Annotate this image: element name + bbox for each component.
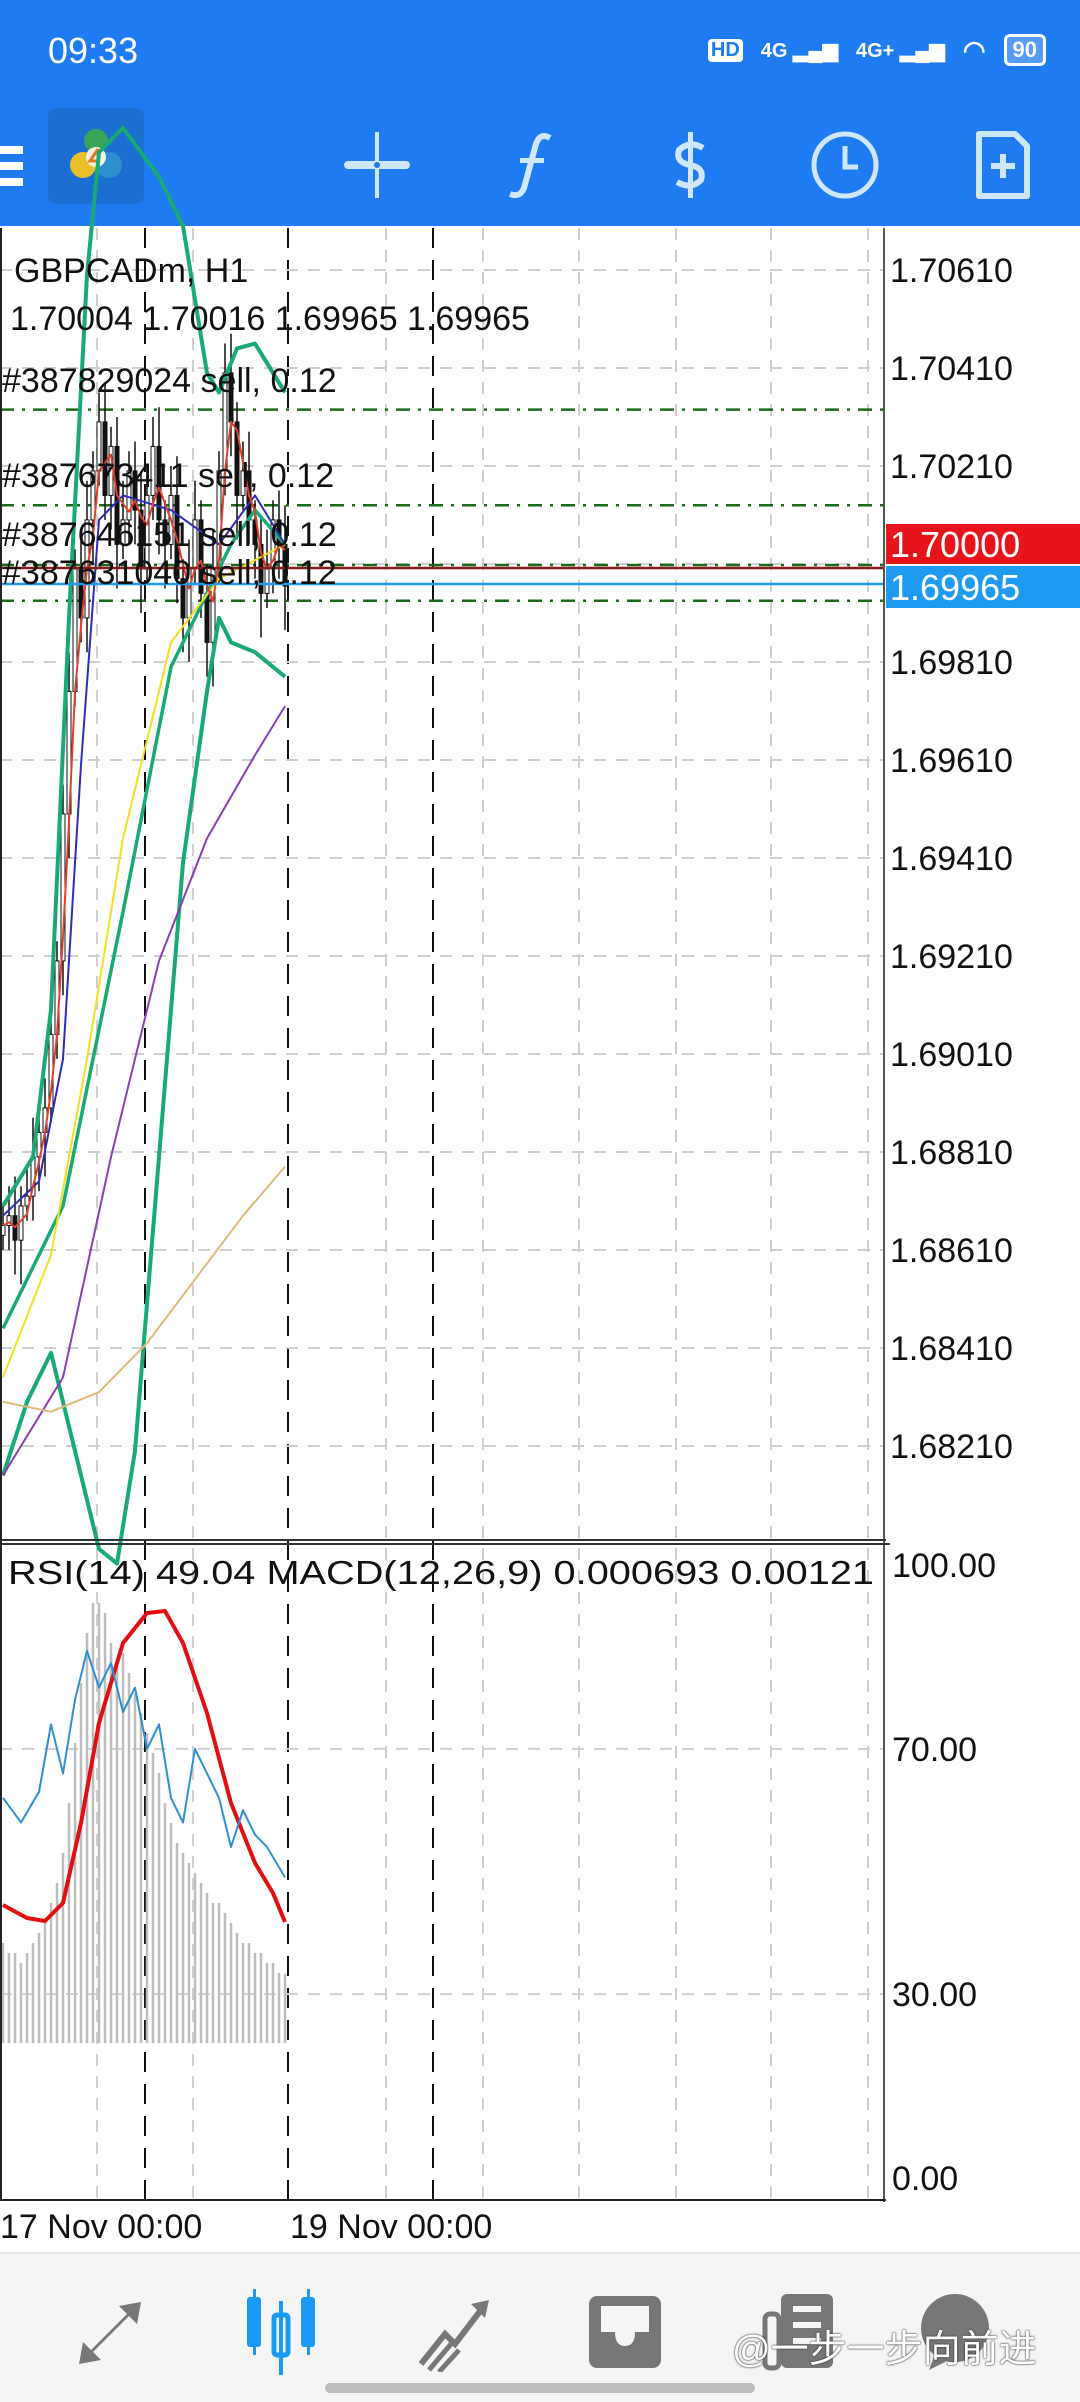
candle-body — [126, 470, 132, 521]
hd-badge: HD — [707, 38, 743, 62]
chart-icon[interactable] — [236, 2289, 326, 2375]
status-time: 09:33 — [48, 30, 139, 71]
indicator-tick-label: 100.00 — [892, 1547, 996, 1585]
price-tick-label: 1.68610 — [890, 1232, 1013, 1270]
menu-icon[interactable] — [0, 130, 30, 200]
indicator-tick-label: 70.00 — [892, 1731, 977, 1769]
timeframe-clock-icon[interactable] — [810, 130, 880, 200]
price-tick-label: 1.68210 — [890, 1428, 1013, 1466]
chart-frame — [0, 228, 890, 2202]
order-label: #387829024 sell, 0.12 — [2, 362, 337, 400]
battery-icon: 90 — [1003, 34, 1046, 66]
bottom-navigation — [0, 2252, 1080, 2402]
wifi-icon: ◠ — [962, 34, 986, 65]
price-tick-label: 1.70210 — [890, 448, 1013, 486]
ma-blue-line — [2, 494, 286, 1217]
candle-body — [132, 470, 138, 511]
news-icon[interactable] — [756, 2292, 846, 2372]
ask-price-box — [886, 524, 1080, 564]
price-tick-label: 1.68410 — [890, 1330, 1013, 1368]
ask-price-label: 1.70000 — [890, 524, 1020, 565]
bollinger-lower-line — [1, 615, 287, 1566]
signal-2-icon: 4G+ ▂▄▆ — [855, 39, 945, 62]
candle-body — [162, 519, 168, 545]
candle-body — [90, 470, 96, 521]
candle-body — [156, 445, 162, 521]
signal-1-icon: 4G ▂▄▆ — [760, 39, 838, 62]
crosshair-icon[interactable] — [342, 130, 412, 200]
bollinger-upper-line — [1, 125, 287, 1207]
price-tick-label: 1.69010 — [890, 1036, 1013, 1074]
candle-body — [198, 519, 204, 594]
symbol-label: GBPCADm, H1 — [14, 252, 248, 290]
quotes-icon[interactable] — [64, 2292, 154, 2372]
trade-dollar-icon[interactable] — [655, 130, 725, 200]
network-type-1: 4G — [760, 39, 788, 62]
ma-red-line — [2, 420, 286, 1229]
main-chart[interactable] — [0, 125, 884, 1566]
candle-body — [180, 578, 186, 619]
candle-body — [6, 1215, 12, 1226]
messages-icon[interactable] — [910, 2292, 1000, 2372]
home-indicator[interactable] — [325, 2383, 755, 2393]
price-tick-label: 1.70610 — [890, 252, 1013, 290]
order-label: #387646151 sell, 0.12 — [2, 516, 337, 554]
ma-yellow-line — [2, 543, 286, 1378]
bollinger-middle-line — [1, 508, 287, 1330]
indicator-label: RSI(14) 49.04 MACD(12,26,9) 0.000693 0.0… — [8, 1554, 874, 1591]
indicator-panel[interactable] — [1, 1603, 287, 2043]
price-tick-label: 1.69410 — [890, 840, 1013, 878]
candle-body — [234, 421, 240, 496]
candle-body — [120, 519, 126, 545]
order-label: #387673411 sell, 0.12 — [2, 457, 334, 495]
price-tick-label: 1.69610 — [890, 742, 1013, 780]
bid-price-label: 1.69965 — [890, 567, 1020, 608]
new-order-document-icon[interactable] — [968, 130, 1038, 200]
indicators-f-icon[interactable] — [496, 130, 566, 200]
price-tick-label: 1.69810 — [890, 644, 1013, 682]
watermark: @一步一步向前进 — [732, 2329, 1037, 2371]
status-bar: 09:33 HD 4G ▂▄▆ 4G+ ▂▄▆ ◠ 90 — [0, 0, 1080, 100]
chart-area[interactable]: GBPCADm, H1 1.70004 1.70016 1.69965 1.69… — [0, 0, 1080, 2252]
macd-signal-line — [2, 1609, 287, 1923]
indicator-tick-label: 0.00 — [892, 2160, 958, 2198]
price-tick-label: 1.69210 — [890, 938, 1013, 976]
price-tick-label: 1.70410 — [890, 350, 1013, 388]
history-icon[interactable] — [580, 2292, 670, 2372]
network-type-2: 4G+ — [855, 39, 895, 62]
candle-body — [204, 592, 210, 643]
battery-level: 90 — [1012, 37, 1037, 62]
candle-body — [150, 445, 156, 496]
candle-body — [240, 470, 246, 496]
order-label: #387631040 sell, 0.12 — [2, 554, 337, 592]
ohlc-label: 1.70004 1.70016 1.69965 1.69965 — [10, 300, 530, 338]
bid-price-box — [886, 566, 1080, 608]
rsi-line — [2, 1649, 286, 1878]
system-icons: HD 4G ▂▄▆ 4G+ ▂▄▆ ◠ 90 — [707, 34, 1046, 66]
chart-toolbar — [0, 100, 1080, 226]
price-tick-label: 1.68810 — [890, 1134, 1013, 1172]
ma-purple-line — [2, 705, 286, 1476]
time-label-19-nov: 19 Nov 00:00 — [290, 2208, 492, 2246]
ma-tan-line — [2, 1166, 286, 1413]
trade-icon[interactable] — [410, 2292, 500, 2372]
time-label-17-nov: 17 Nov 00:00 — [0, 2208, 202, 2246]
indicator-tick-label: 30.00 — [892, 1976, 977, 2014]
